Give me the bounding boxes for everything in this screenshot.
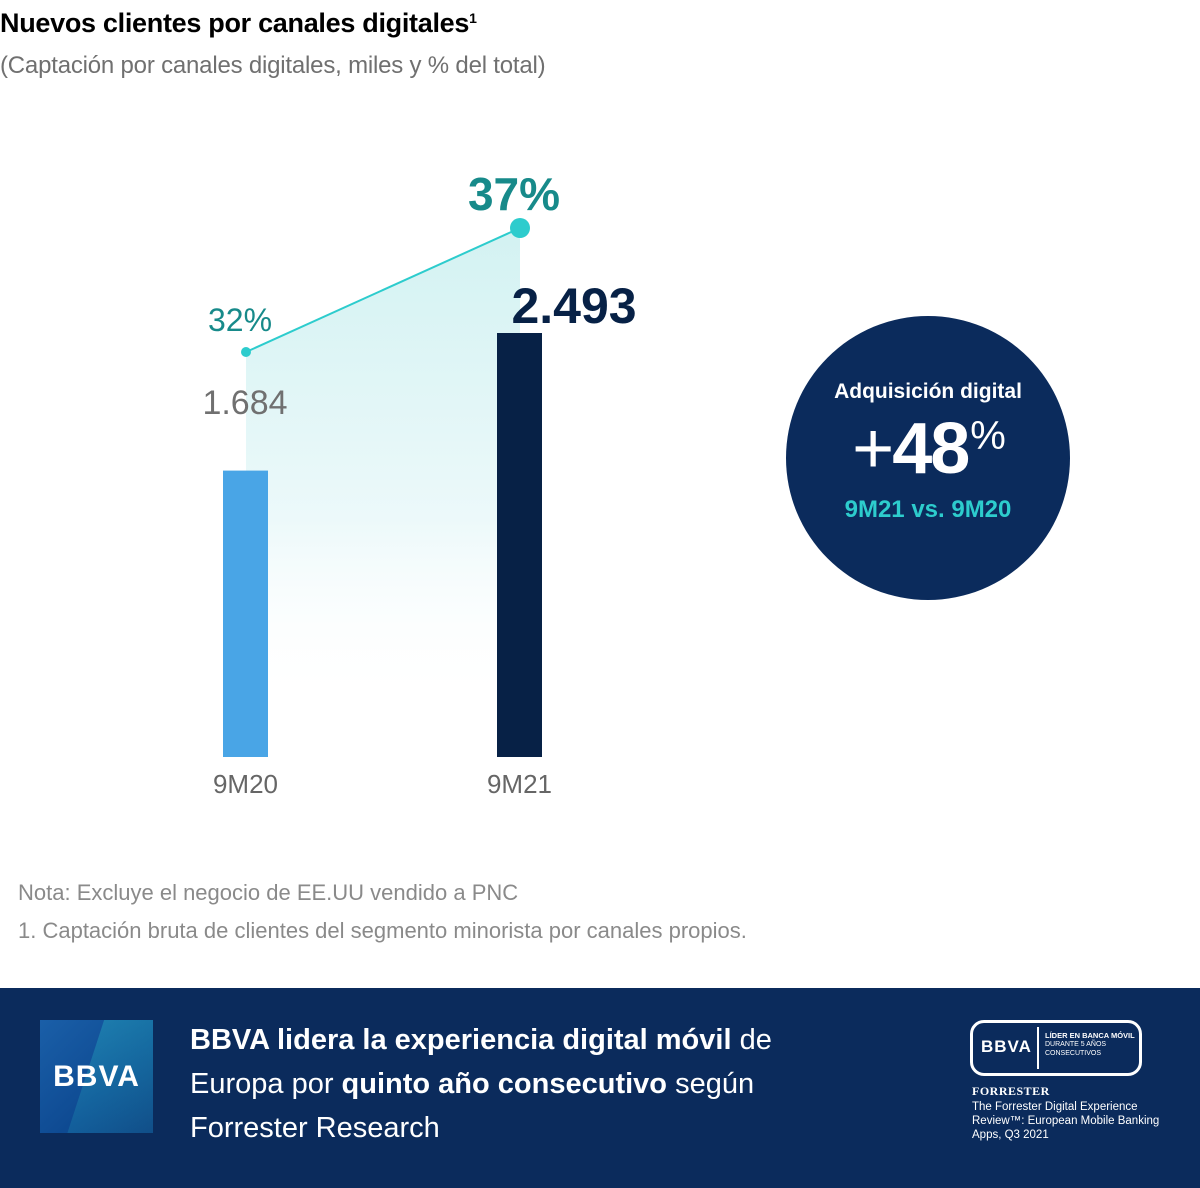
badge-number: 48 (892, 409, 970, 489)
share-point-9M21 (510, 218, 530, 238)
footnote-text: 1. Captación bruta de clientes del segme… (18, 918, 747, 943)
badge-line: CONSECUTIVOS (1045, 1050, 1102, 1057)
bar-value-label: 2.493 (511, 278, 636, 334)
x-tick-label: 9M21 (487, 769, 552, 799)
forrester-caption: The Forrester Digital Experience Review™… (972, 1101, 1160, 1141)
badge-divider (1037, 1027, 1039, 1069)
badge-line: DURANTE 5 AÑOS (1045, 1041, 1107, 1048)
banner-text: BBVA lidera la experiencia digital móvil… (190, 1018, 850, 1150)
chart-subtitle: (Captación por canales digitales, miles … (0, 52, 546, 79)
badge-plus: + (852, 409, 894, 489)
banner-text-part: BBVA lidera la experiencia digital móvil (190, 1024, 732, 1056)
chart-title: Nuevos clientes por canales digitales1 (0, 8, 477, 39)
digital-acquisition-badge: Adquisición digital +48% 9M21 vs. 9M20 (786, 316, 1070, 600)
bar-9M20 (223, 470, 268, 757)
x-tick-label: 9M20 (213, 769, 278, 799)
forrester-logo: FORRESTER (972, 1084, 1050, 1098)
badge-line: LÍDER EN BANCA MÓVIL (1045, 1031, 1135, 1040)
badge-value: +48% (786, 408, 1070, 490)
badge-title: Adquisición digital (834, 380, 1022, 403)
forrester-banner: BBVA BBVA lidera la experiencia digital … (0, 988, 1200, 1188)
banner-text-part: de Europa por (190, 1024, 772, 1100)
bbva-logo-text: BBVA (53, 1060, 140, 1093)
note-text: Nota: Excluye el negocio de EE.UU vendid… (18, 880, 519, 905)
share-point-9M20 (241, 347, 251, 357)
share-area (246, 228, 520, 757)
bbva-logo: BBVA (40, 1020, 153, 1133)
badge-comparison: 9M21 vs. 9M20 (844, 496, 1012, 523)
banner-text-part: quinto año consecutivo (341, 1068, 668, 1100)
title-footnote-marker: 1 (469, 10, 477, 26)
bar-line-chart: 9M20 9M21 1.684 2.493 32% 37% (202, 168, 636, 799)
share-label: 37% (468, 168, 560, 220)
share-label: 32% (208, 302, 272, 338)
chart-title-text: Nuevos clientes por canales digitales (0, 8, 470, 38)
badge-unit: % (970, 414, 1006, 458)
banner-text-part: según Forrester Research (190, 1068, 755, 1144)
share-line (245, 227, 521, 353)
bar-9M21 (497, 333, 542, 757)
leader-badge: BBVA LÍDER EN BANCA MÓVIL DURANTE 5 AÑOS… (970, 1020, 1142, 1076)
bar-value-label: 1.684 (202, 384, 287, 422)
badge-text: LÍDER EN BANCA MÓVIL DURANTE 5 AÑOS CONS… (1045, 1031, 1135, 1058)
notes: Nota: Excluye el negocio de EE.UU vendid… (18, 874, 747, 950)
badge-bbva-logo: BBVA (981, 1037, 1032, 1056)
